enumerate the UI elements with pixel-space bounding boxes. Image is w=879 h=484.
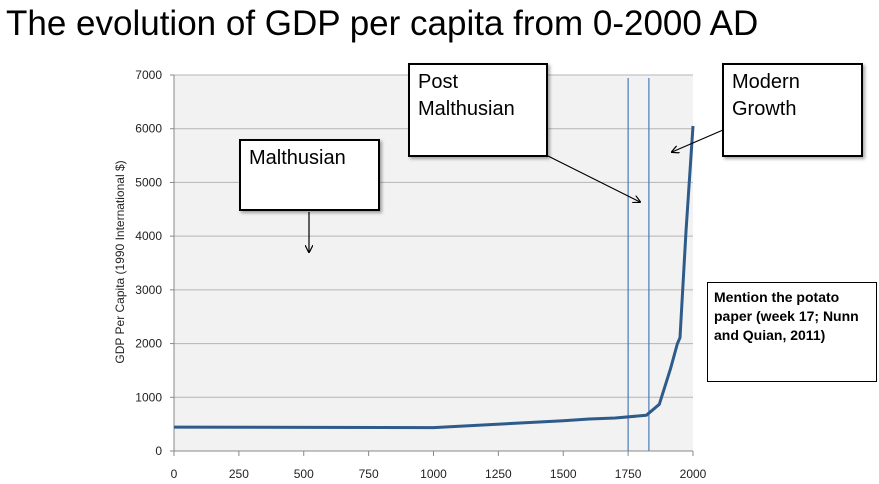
post-malthusian-label-line2: Malthusian <box>418 98 515 120</box>
chart-title: The evolution of GDP per capita from 0-2… <box>6 4 759 43</box>
modern-growth-label-line2: Growth <box>732 98 797 120</box>
post-malthusian-label-line1: Post <box>418 71 459 93</box>
y-tick-label: 5000 <box>135 175 162 189</box>
y-tick-label: 0 <box>155 444 162 458</box>
series-layer <box>173 125 695 430</box>
post-malthusian-arrow <box>547 155 640 202</box>
malthusian-label: Malthusian <box>249 147 346 169</box>
x-tick-label: 1750 <box>615 467 642 481</box>
y-tick-label: 6000 <box>135 122 162 136</box>
arrows <box>309 129 724 252</box>
y-tick-label: 4000 <box>135 229 162 243</box>
period-lines <box>627 78 650 451</box>
modern-growth-label-line1: Modern <box>732 71 800 93</box>
post-malthusian-box: Post Malthusian <box>408 63 548 157</box>
x-tick-label: 1000 <box>420 467 447 481</box>
y-tick-label: 1000 <box>135 390 162 404</box>
x-tick-label: 1500 <box>550 467 577 481</box>
x-tick-label: 1250 <box>485 467 512 481</box>
x-tick-label: 250 <box>229 467 249 481</box>
x-tick-label: 500 <box>294 467 314 481</box>
y-tick-label: 3000 <box>135 283 162 297</box>
x-tick-label: 0 <box>171 467 178 481</box>
y-tick-label: 2000 <box>135 337 162 351</box>
y-tick-label: 7000 <box>135 68 162 82</box>
malthusian-box: Malthusian <box>239 139 380 211</box>
y-axis-label: GDP Per Capita (1990 International $) <box>113 160 127 363</box>
modern-growth-box: Modern Growth <box>722 63 863 157</box>
gdp-series-line <box>173 125 695 430</box>
axes: 0 1000 2000 3000 4000 5000 6000 7000 0 250 500 750 1… <box>135 68 706 481</box>
modern-growth-arrow <box>672 129 724 152</box>
x-tick-label: 750 <box>359 467 379 481</box>
x-tick-label: 2000 <box>680 467 707 481</box>
potato-paper-note: Mention the potato paper (week 17; Nunn … <box>707 282 877 382</box>
